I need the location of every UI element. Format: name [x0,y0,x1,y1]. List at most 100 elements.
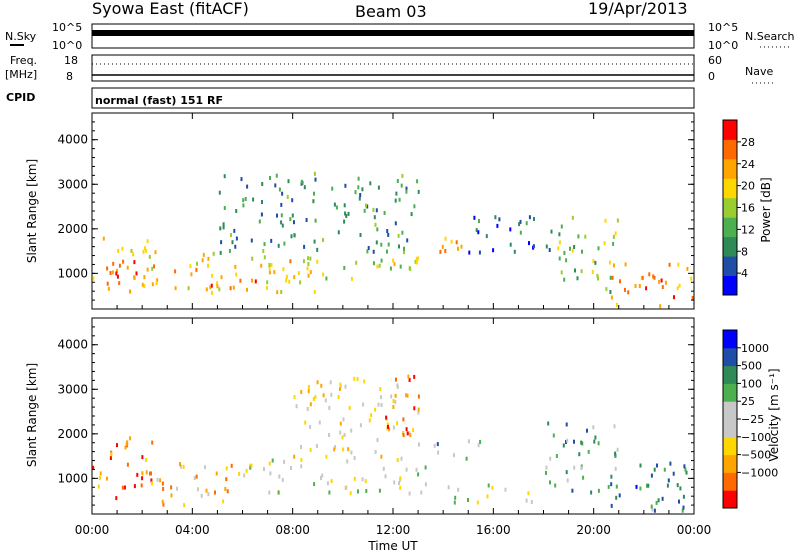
data-cell [116,443,118,448]
data-cell [262,249,265,253]
power-colorbar: 4 8 12 16 20 24 28 [722,119,755,296]
data-cell [343,219,346,224]
data-cell [254,279,257,284]
data-cell [401,173,404,178]
velocity-frame [91,317,695,515]
data-cell [170,493,173,498]
data-cell [586,428,588,433]
data-cell [665,280,667,285]
data-cell [176,486,179,491]
data-cell [232,285,235,290]
data-cell [182,464,185,469]
data-cell [668,262,671,267]
data-cell [196,261,198,266]
data-cell [392,425,395,430]
power-heatmap [92,171,694,309]
data-cell [135,271,138,276]
data-cell [329,380,332,385]
data-cell [218,190,221,195]
data-cell [548,248,551,252]
data-cell [573,439,575,444]
data-cell [320,383,323,388]
data-cell [204,465,207,470]
data-cell [380,395,383,400]
data-cell [614,451,617,456]
data-cell [457,246,459,251]
data-cell [648,272,651,277]
data-cell [409,433,412,437]
data-cell [350,428,353,433]
data-cell [460,244,463,249]
data-cell [519,230,522,235]
data-cell [222,225,225,230]
data-cell [239,278,242,283]
data-cell [659,304,662,309]
data-cell [335,205,338,210]
data-cell [573,465,576,470]
data-cell [277,490,280,495]
data-cell [313,482,316,487]
data-cell [145,248,148,253]
data-cell [454,495,457,500]
data-cell [260,212,263,217]
data-cell [504,487,507,492]
data-cell [99,471,102,476]
data-cell [269,176,271,180]
data-cell [372,249,375,254]
data-cell [289,259,292,264]
data-cell [143,246,146,251]
cpid-text: normal (fast) 151 RF [95,94,223,107]
data-cell [604,218,607,223]
data-cell [242,203,245,208]
data-cell [265,286,268,290]
freq-panel: Freq. [MHz] 18 8 60 0 Nave [5,54,775,84]
freq-label-line1: Freq. [10,54,37,67]
power-y-axis: 1000 2000 3000 4000 [57,121,694,301]
data-cell [498,217,501,222]
data-cell [358,196,361,201]
data-cell [333,447,336,452]
data-cell [141,455,144,460]
data-cell [251,256,254,261]
data-cell [370,413,373,418]
data-cell [563,251,566,255]
data-cell [650,473,653,478]
data-cell [393,480,396,485]
data-cell [485,234,488,239]
data-cell [303,244,306,249]
data-cell [277,243,280,248]
data-cell [479,439,482,444]
x-tick-label: 04:00 [175,523,210,537]
data-cell [349,491,352,496]
data-cell [616,218,619,223]
data-cell [417,410,420,415]
data-cell [653,467,656,472]
data-cell [356,377,359,381]
nave-label: Nave [745,65,773,78]
data-cell [455,240,458,245]
data-cell [592,259,595,264]
data-cell [571,215,574,220]
data-cell [383,211,386,215]
data-cell [141,476,144,481]
data-cell [280,220,283,225]
data-cell [189,264,192,269]
data-cell [395,377,397,382]
data-cell [653,275,656,280]
data-cell [467,439,470,444]
data-cell [343,432,346,437]
data-cell [645,286,648,291]
data-cell [121,246,124,251]
data-cell [281,223,284,228]
y-tick-label: 3000 [57,177,88,191]
data-cell [313,171,316,176]
data-cell [207,492,210,497]
data-cell [306,406,309,411]
data-cell [295,404,298,409]
data-cell [280,290,283,294]
data-cell [566,478,569,483]
data-cell [309,256,312,261]
data-cell [357,176,360,181]
data-cell [202,252,205,257]
data-cell [580,440,583,445]
